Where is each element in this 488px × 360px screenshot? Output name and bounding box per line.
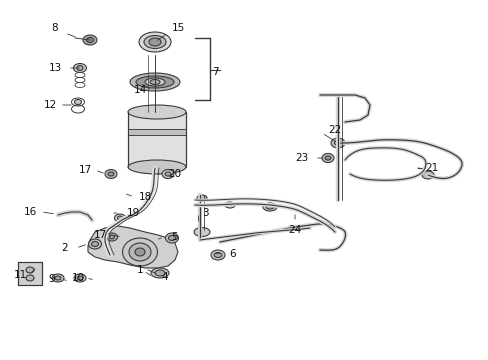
Ellipse shape: [164, 172, 171, 176]
Text: 12: 12: [43, 100, 57, 110]
Ellipse shape: [117, 216, 122, 220]
Text: 11: 11: [13, 270, 26, 280]
Ellipse shape: [149, 38, 161, 46]
Text: 1: 1: [137, 265, 143, 275]
Ellipse shape: [265, 205, 273, 209]
Ellipse shape: [143, 36, 165, 49]
Ellipse shape: [421, 171, 433, 179]
Ellipse shape: [263, 203, 276, 211]
Ellipse shape: [168, 235, 175, 240]
Text: 18: 18: [138, 192, 151, 202]
Ellipse shape: [74, 274, 86, 282]
Ellipse shape: [109, 235, 114, 239]
Ellipse shape: [334, 140, 341, 145]
Text: 17: 17: [78, 165, 91, 175]
Text: 2: 2: [61, 243, 68, 253]
Ellipse shape: [165, 233, 178, 243]
Ellipse shape: [162, 170, 174, 179]
Ellipse shape: [26, 275, 34, 281]
Ellipse shape: [194, 228, 209, 237]
Ellipse shape: [145, 78, 164, 86]
Bar: [128, 129, 185, 135]
Ellipse shape: [108, 172, 114, 176]
Ellipse shape: [74, 99, 81, 104]
Ellipse shape: [129, 243, 151, 261]
Ellipse shape: [83, 35, 97, 45]
Text: 8: 8: [52, 23, 58, 33]
Ellipse shape: [128, 160, 185, 174]
Ellipse shape: [122, 238, 157, 266]
Text: 23: 23: [295, 153, 308, 163]
Text: 24: 24: [288, 225, 301, 235]
Polygon shape: [88, 226, 178, 268]
Text: 9: 9: [49, 274, 55, 284]
Ellipse shape: [55, 276, 61, 280]
Ellipse shape: [210, 250, 224, 260]
Ellipse shape: [128, 105, 185, 119]
Ellipse shape: [150, 80, 160, 85]
Text: 21: 21: [425, 163, 438, 173]
Text: 20: 20: [168, 169, 181, 179]
Ellipse shape: [135, 248, 145, 256]
Ellipse shape: [26, 267, 34, 273]
Ellipse shape: [73, 63, 86, 72]
Ellipse shape: [77, 276, 83, 280]
Ellipse shape: [224, 202, 235, 208]
Text: 14: 14: [133, 85, 146, 95]
Ellipse shape: [91, 242, 98, 247]
Ellipse shape: [106, 233, 117, 241]
Text: 13: 13: [48, 63, 61, 73]
Text: 17: 17: [93, 230, 106, 240]
Ellipse shape: [155, 270, 164, 276]
Ellipse shape: [139, 32, 171, 52]
Bar: [128, 112, 185, 167]
Text: 4: 4: [162, 272, 168, 282]
Text: 3: 3: [201, 208, 208, 218]
Ellipse shape: [136, 76, 174, 88]
Ellipse shape: [321, 153, 333, 162]
Text: 22: 22: [328, 125, 341, 135]
Ellipse shape: [77, 66, 83, 71]
Ellipse shape: [105, 170, 117, 179]
Polygon shape: [18, 262, 42, 285]
Text: 19: 19: [126, 208, 140, 218]
Text: 10: 10: [71, 273, 84, 283]
Ellipse shape: [197, 195, 206, 201]
Text: 15: 15: [171, 23, 184, 33]
Ellipse shape: [88, 239, 102, 249]
Ellipse shape: [214, 252, 222, 257]
Text: 16: 16: [23, 207, 37, 217]
Ellipse shape: [130, 73, 180, 91]
Ellipse shape: [86, 37, 93, 42]
Ellipse shape: [52, 274, 64, 282]
Text: 5: 5: [171, 232, 178, 242]
Text: 6: 6: [229, 249, 236, 259]
Ellipse shape: [330, 138, 345, 148]
Ellipse shape: [151, 268, 169, 278]
Ellipse shape: [325, 156, 330, 160]
Text: 7: 7: [211, 67, 218, 77]
Ellipse shape: [114, 214, 125, 222]
